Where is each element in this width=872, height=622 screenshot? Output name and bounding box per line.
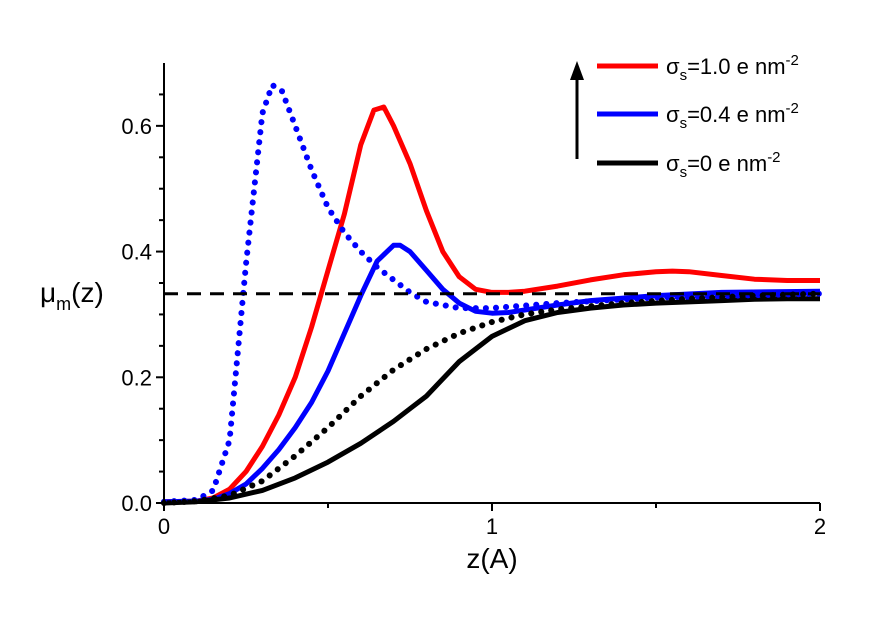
series-line-1 <box>163 242 821 505</box>
y-axis-title-sub: m <box>56 294 71 314</box>
y-axis-title: μm(z) <box>40 277 104 314</box>
series-line-4 <box>161 290 823 506</box>
legend: σs=1.0 e nm-2 σs=0.4 e nm-2 σs=0 e nm-2 <box>570 52 799 181</box>
y-tick-label: 0.2 <box>121 365 152 390</box>
legend-arrow-head <box>570 61 584 80</box>
legend-label-3: σs=0 e nm-2 <box>666 149 781 181</box>
series-line-2 <box>163 296 820 506</box>
y-axis-title-base: μ <box>40 277 56 308</box>
x-tick-label: 1 <box>486 514 498 539</box>
series-layer <box>161 82 823 506</box>
x-tick-label: 2 <box>814 514 826 539</box>
series-line-3 <box>161 82 823 505</box>
legend-label-2: σs=0.4 e nm-2 <box>666 100 799 132</box>
y-axis-title-rest: (z) <box>71 277 104 308</box>
x-tick-label: 0 <box>158 514 170 539</box>
series-line-0 <box>163 104 820 505</box>
y-tick-label: 0.4 <box>121 240 152 265</box>
y-tick-label: 0.0 <box>121 491 152 516</box>
y-tick-label: 0.6 <box>121 114 152 139</box>
x-axis-title: z(A) <box>466 543 517 574</box>
tick-labels: 0 1 2 0.0 0.2 0.4 0.6 <box>121 114 826 539</box>
legend-label-1: σs=1.0 e nm-2 <box>666 52 799 84</box>
axes <box>156 63 821 511</box>
